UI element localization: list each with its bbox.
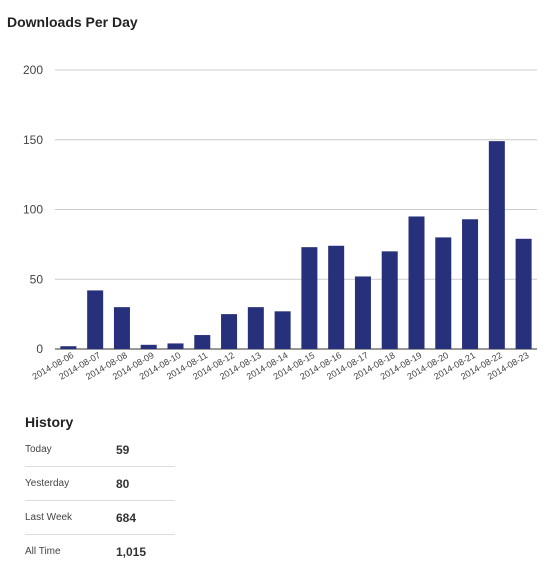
bar[interactable] [435,237,452,349]
bar-chart: 0501001502002014-08-062014-08-072014-08-… [23,63,537,382]
history-row-last-week: Last Week 684 [25,501,175,535]
bar[interactable] [140,344,157,349]
bar[interactable] [221,314,238,349]
history-label: Yesterday [25,478,70,489]
y-tick-label: 50 [30,272,44,286]
bar[interactable] [354,276,371,349]
bar[interactable] [408,216,425,349]
chart-title: Downloads Per Day [7,14,138,30]
history-value: 59 [116,442,130,457]
bar[interactable] [515,238,532,349]
history-value: 80 [116,476,130,491]
history-title: History [25,414,74,430]
history-table: Today 59 Yesterday 80 Last Week 684 All … [25,433,175,568]
bar[interactable] [301,247,318,349]
bar[interactable] [381,251,398,349]
history-row-today: Today 59 [25,433,175,467]
y-tick-label: 150 [23,133,43,147]
bar[interactable] [328,245,345,349]
history-value: 1,015 [116,544,147,559]
bar[interactable] [167,343,184,349]
bar[interactable] [488,141,505,349]
history-label: Today [25,444,52,455]
y-tick-label: 200 [23,63,43,77]
history-label: All Time [25,546,61,557]
history-row-all-time: All Time 1,015 [25,535,175,568]
bar[interactable] [87,290,104,349]
bar[interactable] [60,346,77,349]
bar[interactable] [247,307,264,349]
bar[interactable] [194,335,211,349]
bar[interactable] [113,307,130,349]
history-value: 684 [116,510,137,525]
bar[interactable] [462,219,479,349]
history-row-yesterday: Yesterday 80 [25,467,175,501]
y-tick-label: 100 [23,203,43,217]
history-label: Last Week [25,512,73,523]
bar[interactable] [274,311,291,349]
y-tick-label: 0 [36,342,43,356]
